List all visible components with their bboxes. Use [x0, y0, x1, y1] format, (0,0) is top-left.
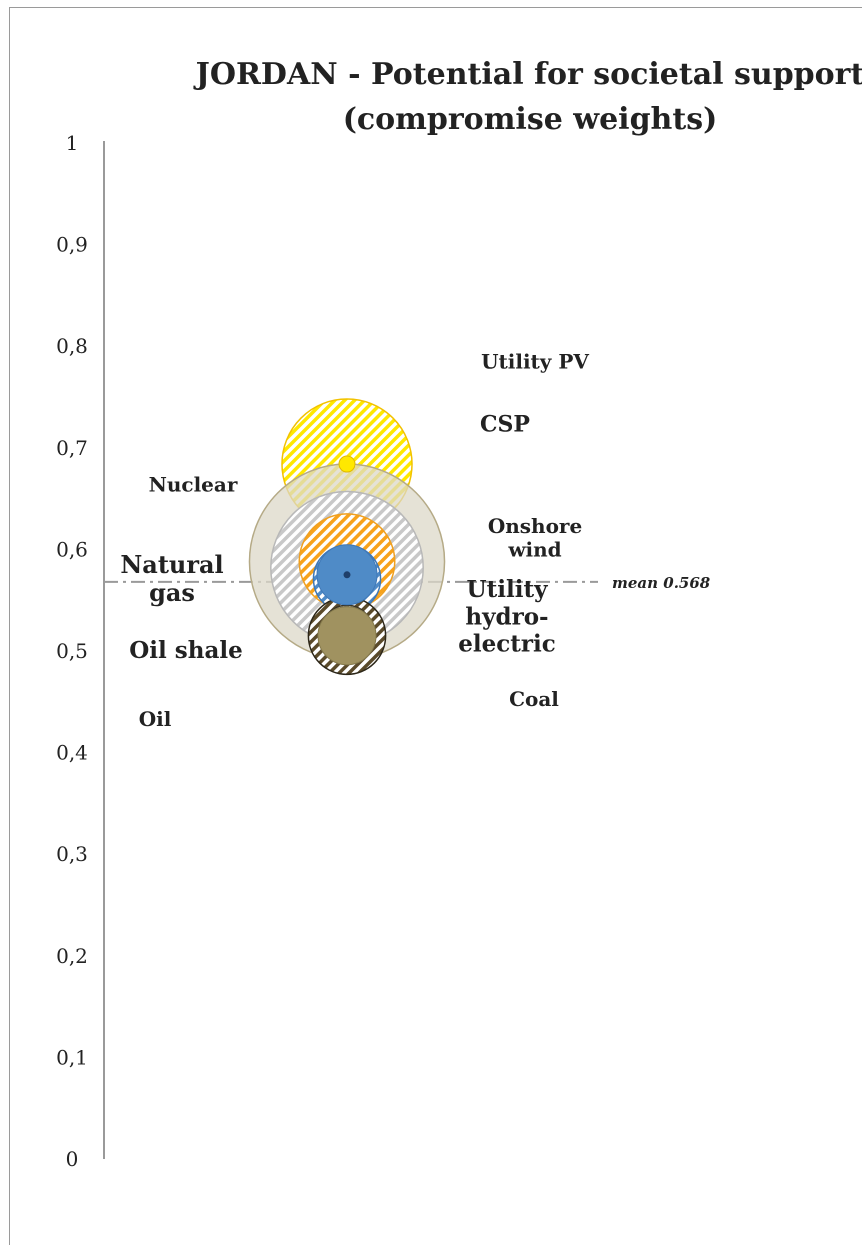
bubble-center-utility-pv [338, 455, 356, 473]
y-tick-label: 0,7 [56, 436, 88, 460]
chart-title: JORDAN - Potential for societal support (… [193, 57, 862, 137]
chart-title-line-2: (compromise weights) [343, 102, 718, 137]
y-tick-label: 0,4 [56, 741, 88, 765]
y-tick-label: 1 [66, 131, 79, 155]
y-axis: 0 0,1 0,2 0,3 0,4 0,5 0,6 0,7 0,8 0,9 1 [56, 131, 105, 1171]
label-csp: CSP [480, 412, 530, 438]
label-utility-hydro-electric: Utility hydro-electric [458, 576, 556, 657]
y-tick-label: 0,3 [56, 842, 88, 866]
mean-label: mean 0.568 [612, 574, 711, 592]
y-tick-label: 0 [66, 1147, 79, 1171]
y-tick-label: 0,2 [56, 944, 88, 968]
bubble-center-coal [317, 606, 377, 666]
label-oil: Oil [139, 707, 172, 731]
label-natural-gas: Natural gas [120, 550, 223, 607]
y-tick-label: 0,8 [56, 334, 88, 358]
label-oil-shale: Oil shale [129, 637, 242, 664]
bubble-labels: Utility PV CSP Nuclear Onshore wind Natural ga… [120, 350, 589, 732]
chart-frame [9, 7, 862, 1245]
bubbles [248, 398, 446, 676]
y-tick-label: 0,9 [56, 233, 88, 257]
bubble-center-utility-hydro-electric [343, 571, 351, 579]
label-utility-pv: Utility PV [481, 350, 589, 374]
label-nuclear: Nuclear [149, 472, 238, 496]
y-tick-label: 0,1 [56, 1045, 88, 1069]
label-coal: Coal [509, 687, 559, 711]
chart-title-line-1: JORDAN - Potential for societal support [193, 57, 862, 92]
label-onshore-wind: Onshore wind [488, 514, 582, 562]
y-tick-label: 0,5 [56, 639, 88, 663]
y-tick-label: 0,6 [56, 537, 88, 561]
